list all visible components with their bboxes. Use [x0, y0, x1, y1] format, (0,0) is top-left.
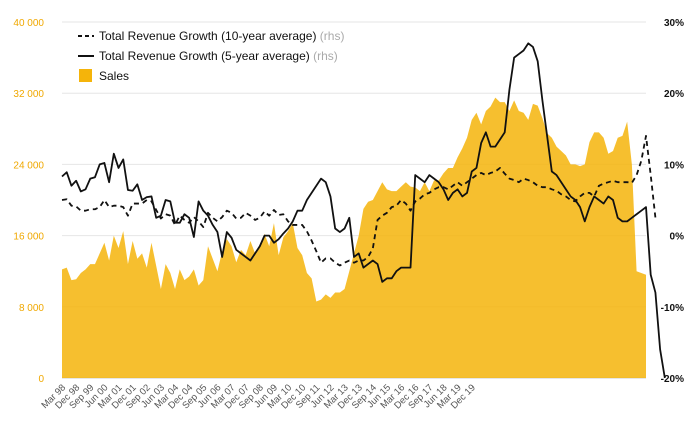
- right-axis-tick-label: 30%: [664, 18, 684, 29]
- legend-label-10yr-unit: (rhs): [320, 29, 345, 43]
- left-axis-tick-label: 32 000: [13, 89, 44, 100]
- right-axis-tick-label: 20%: [664, 89, 684, 100]
- left-axis: 0 8 000 16 000 24 000 32 000 40 000: [13, 18, 44, 385]
- legend-label-10yr: Total Revenue Growth (10-year average) (…: [99, 29, 344, 43]
- right-axis-tick-label: -10%: [661, 303, 684, 314]
- left-axis-tick-label: 0: [38, 374, 44, 385]
- growth-10yr-line: [61, 135, 657, 267]
- right-axis-tick-label: 0%: [670, 232, 685, 243]
- legend-label-5yr-name: Total Revenue Growth (5-year average): [99, 49, 310, 63]
- right-axis-tick-label: -20%: [661, 374, 684, 385]
- right-axis: -20% -10% 0% 10% 20% 30%: [661, 18, 684, 385]
- growth-lines-layer: [61, 42, 666, 379]
- right-axis-tick-label: 10%: [664, 160, 684, 171]
- sales-area-layer: [62, 97, 646, 379]
- legend-label-5yr-unit: (rhs): [313, 49, 338, 63]
- legend-label-10yr-name: Total Revenue Growth (10-year average): [99, 29, 316, 43]
- legend-label-5yr: Total Revenue Growth (5-year average) (r…: [99, 49, 338, 63]
- legend-label-sales: Sales: [99, 69, 129, 83]
- left-axis-tick-label: 40 000: [13, 18, 44, 29]
- left-axis-tick-label: 8 000: [19, 303, 44, 314]
- legend: Total Revenue Growth (10-year average) (…: [78, 29, 344, 83]
- left-axis-tick-label: 16 000: [13, 232, 44, 243]
- left-axis-tick-label: 24 000: [13, 160, 44, 171]
- legend-swatch-sales: [79, 69, 92, 82]
- growth-5yr-line: [61, 42, 666, 379]
- sales-area: [62, 97, 646, 379]
